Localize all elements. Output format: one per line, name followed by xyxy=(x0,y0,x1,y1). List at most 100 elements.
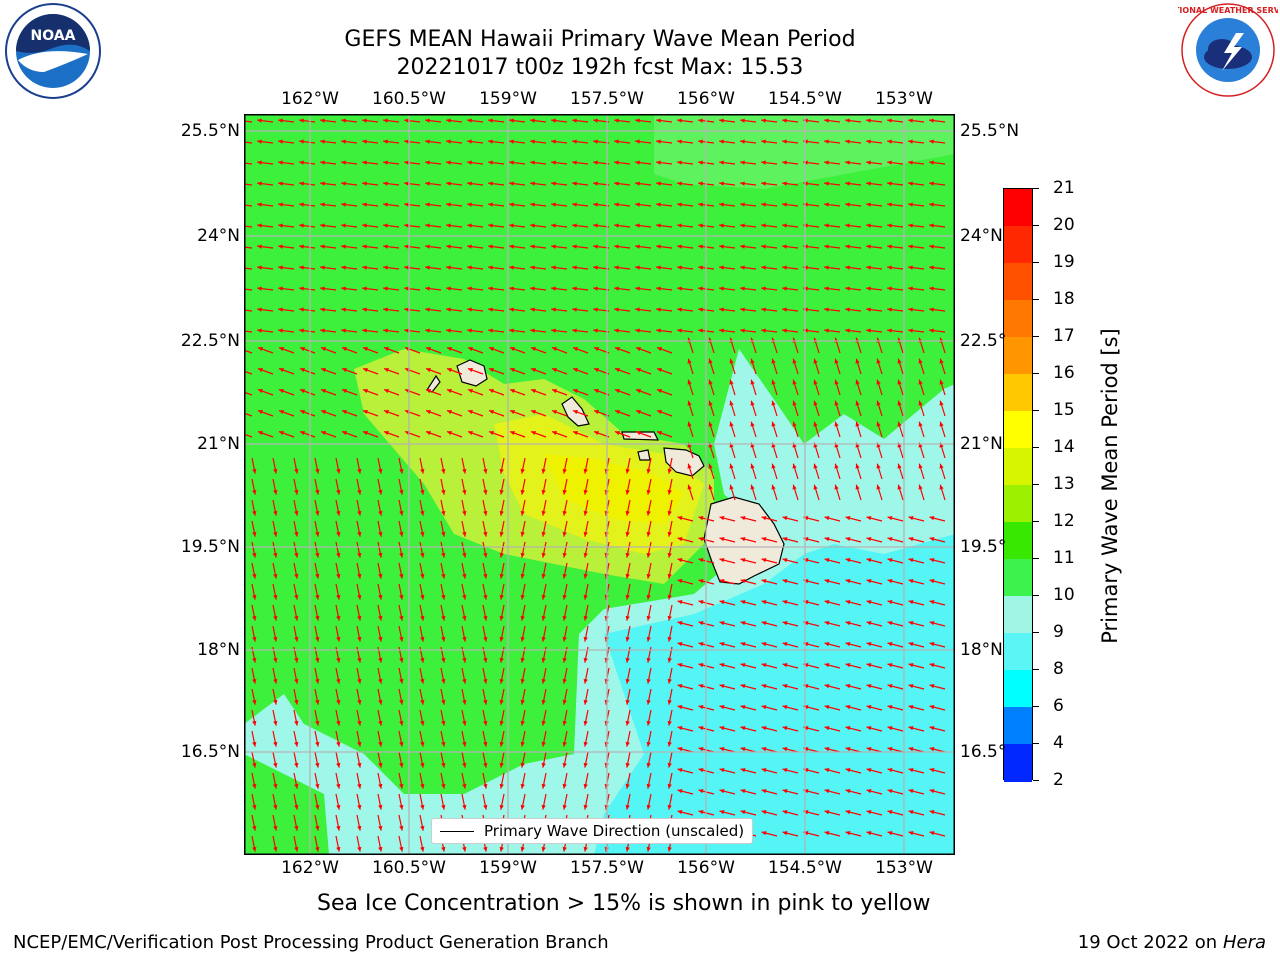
wave-direction-arrowhead xyxy=(294,615,299,621)
wave-direction-arrowhead xyxy=(315,825,320,831)
wave-direction-arrowhead xyxy=(677,160,682,165)
wave-direction-arrowhead xyxy=(551,389,557,394)
wave-direction-arrowhead xyxy=(420,741,425,747)
wave-direction-arrowhead xyxy=(462,678,467,684)
wave-direction-arrowhead xyxy=(530,265,535,270)
wave-direction-arrowhead xyxy=(782,789,788,794)
wave-direction-arrowhead xyxy=(562,510,567,516)
wave-direction-arrowhead xyxy=(378,489,383,495)
wave-direction-arrowhead xyxy=(761,747,767,752)
wave-direction-arrowhead xyxy=(646,762,651,768)
wave-direction-arrowhead xyxy=(425,202,430,207)
wave-direction-arrowhead xyxy=(866,789,872,794)
wave-direction-arrowhead xyxy=(404,328,409,333)
wave-direction-arrowhead xyxy=(541,762,546,768)
wave-direction-arrowhead xyxy=(782,621,788,626)
wave-direction-arrowhead xyxy=(551,410,557,415)
wave-direction-arrowhead xyxy=(866,726,872,731)
wave-direction-arrowhead xyxy=(782,768,788,773)
wave-direction-arrowhead xyxy=(719,118,724,123)
wave-direction-arrowhead xyxy=(729,400,734,406)
wave-direction-arrowhead xyxy=(614,328,619,333)
wave-direction-arrowhead xyxy=(855,484,860,490)
wave-direction-arrowhead xyxy=(462,636,467,642)
wave-direction-arrowhead xyxy=(908,684,914,689)
wave-direction-arrowhead xyxy=(887,265,892,270)
wave-direction-arrowhead xyxy=(908,223,913,228)
wave-direction-arrowhead xyxy=(399,636,404,642)
wave-direction-arrowhead xyxy=(320,389,326,394)
wave-direction-arrowhead xyxy=(278,244,283,249)
wave-direction-arrowhead xyxy=(446,244,451,249)
wave-direction-arrowhead xyxy=(399,825,404,831)
wave-direction-arrowhead xyxy=(273,615,278,621)
wave-direction-arrowhead xyxy=(698,684,704,689)
wave-direction-arrowhead xyxy=(294,657,299,663)
wave-direction-arrowhead xyxy=(499,804,504,810)
wave-direction-arrowhead xyxy=(278,431,284,436)
colorbar-tick-mark xyxy=(1033,299,1039,300)
wave-direction-arrowhead xyxy=(677,223,682,228)
wave-direction-arrowhead xyxy=(572,431,578,436)
wave-direction-arrowhead xyxy=(740,768,746,773)
wave-direction-arrowhead xyxy=(420,699,425,705)
colorbar-segment xyxy=(1004,485,1032,523)
nws-logo-text: NATIONAL WEATHER SERVICE xyxy=(1178,6,1278,15)
colorbar-tick-label: 12 xyxy=(1053,511,1075,531)
wave-direction-arrowhead xyxy=(845,705,851,710)
wave-direction-arrowhead xyxy=(583,783,588,789)
wave-direction-arrowhead xyxy=(362,118,367,123)
wave-direction-arrowhead xyxy=(677,810,683,815)
wave-direction-arrowhead xyxy=(252,699,257,705)
wave-direction-arrowhead xyxy=(887,537,893,542)
wave-direction-arrowhead xyxy=(383,244,388,249)
wave-direction-arrowhead xyxy=(866,705,872,710)
wave-direction-arrowhead xyxy=(866,307,871,312)
wave-direction-arrowhead xyxy=(824,139,829,144)
wave-direction-arrowhead xyxy=(876,484,881,490)
wave-direction-arrowhead xyxy=(520,657,525,663)
wave-direction-arrowhead xyxy=(824,286,829,291)
wave-direction-arrowhead xyxy=(740,202,745,207)
wave-direction-arrowhead xyxy=(404,286,409,291)
wave-direction-arrowhead xyxy=(698,768,704,773)
wave-direction-arrowhead xyxy=(583,699,588,705)
wave-direction-arrowhead xyxy=(897,379,902,385)
wave-direction-arrowhead xyxy=(278,160,283,165)
wave-direction-arrowhead xyxy=(708,421,713,427)
wave-direction-arrowhead xyxy=(551,223,556,228)
wave-direction-arrowhead xyxy=(294,699,299,705)
wave-direction-arrowhead xyxy=(729,463,734,469)
wave-direction-arrowhead xyxy=(761,705,767,710)
wave-direction-arrowhead xyxy=(834,463,839,469)
wave-direction-arrowhead xyxy=(667,531,672,537)
wave-direction-arrowhead xyxy=(740,516,746,521)
wave-direction-arrowhead xyxy=(483,468,488,474)
wave-direction-arrowhead xyxy=(294,762,299,768)
wave-direction-arrowhead xyxy=(719,684,725,689)
wave-direction-arrowhead xyxy=(845,181,850,186)
wave-direction-arrowhead xyxy=(887,118,892,123)
wave-direction-arrowhead xyxy=(562,657,567,663)
wave-direction-arrowhead xyxy=(761,684,767,689)
wave-direction-arrowhead xyxy=(646,573,651,579)
wave-direction-arrowhead xyxy=(698,139,703,144)
wave-direction-arrowhead xyxy=(530,244,535,249)
wave-direction-arrowhead xyxy=(698,726,704,731)
wave-direction-arrowhead xyxy=(357,594,362,600)
wave-direction-arrowhead xyxy=(740,558,746,563)
wave-direction-arrowhead xyxy=(378,783,383,789)
wave-direction-arrowhead xyxy=(719,202,724,207)
wave-direction-arrowhead xyxy=(614,223,619,228)
footer-branch: NCEP/EMC/Verification Post Processing Pr… xyxy=(13,932,609,953)
wave-direction-arrowhead xyxy=(593,160,598,165)
wave-direction-arrowhead xyxy=(677,600,683,605)
wave-direction-arrowhead xyxy=(357,741,362,747)
wave-direction-arrowhead xyxy=(562,636,567,642)
colorbar-tick-mark xyxy=(1033,521,1039,522)
wave-direction-arrowhead xyxy=(541,615,546,621)
wave-direction-arrowhead xyxy=(294,825,299,831)
wave-direction-arrowhead xyxy=(908,600,914,605)
wave-direction-arrowhead xyxy=(467,181,472,186)
wave-direction-arrowhead xyxy=(399,531,404,537)
